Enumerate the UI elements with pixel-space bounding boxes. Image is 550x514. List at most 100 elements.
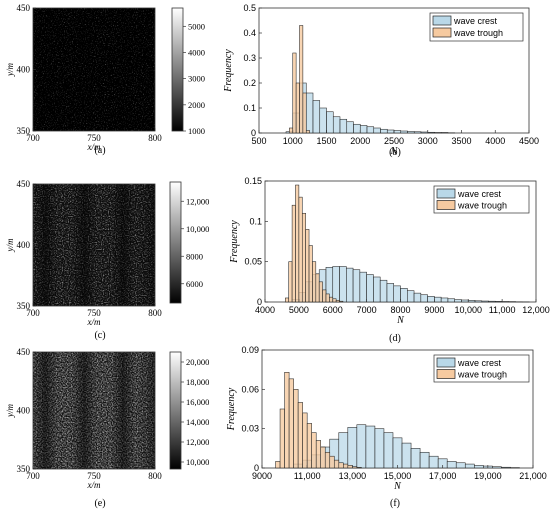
x-tick-label: 4000 (485, 136, 505, 146)
histogram-bar-crest (339, 266, 347, 303)
colorbar-tick-label: 10,000 (186, 457, 209, 467)
histogram-bar-trough (347, 465, 353, 469)
histogram-bar-crest (352, 269, 361, 303)
histogram-bar-trough (298, 196, 303, 303)
histogram-bar-crest (332, 266, 340, 303)
panel-label-c: (c) (94, 330, 105, 341)
histogram-bar-crest (427, 131, 435, 134)
colorbar-tick-label: 12,000 (186, 437, 209, 447)
x-axis-title: N (393, 481, 402, 492)
panel-e: 10,000 12,000 14,000 16,000 18,000 20,000 700… (5, 347, 209, 509)
histogram-d: 4000 5000 6000 7000 8000 9000 10,000 11,000 12,0… (229, 176, 550, 326)
image-a-axes: 700 750 800 350 400 450 x/m y/m (5, 3, 162, 152)
y-tick-label: 0 (251, 128, 256, 138)
y-axis-title: y/m (5, 63, 15, 77)
y-axis-title: y/m (5, 238, 15, 252)
y-axis-title: Frequency (226, 387, 237, 431)
histogram-bar-crest (488, 300, 496, 303)
y-tick-label: 0.1 (243, 103, 256, 113)
histogram-bar-crest (359, 271, 367, 303)
histogram-bar-trough (292, 52, 297, 134)
histogram-b: 500 1000 1500 2000 2500 3000 3500 4000 4500 0 0.1 0… (223, 3, 539, 157)
histogram-bar-crest (392, 437, 403, 469)
x-tick-label: 700 (26, 471, 40, 481)
histogram-bar-trough (339, 300, 344, 303)
y-tick-label: 0.3 (243, 53, 256, 63)
histogram-bar-crest (380, 128, 388, 134)
x-tick-label: 19,000 (474, 471, 502, 481)
x-tick-label: 800 (148, 471, 162, 481)
histogram-bar-crest (407, 131, 415, 134)
x-axis-title: x/m (87, 317, 101, 327)
x-tick-label: 7000 (357, 305, 377, 315)
histogram-bar-crest (383, 432, 394, 469)
histogram-bar-crest (347, 427, 358, 469)
histogram-bar-crest (481, 300, 489, 303)
histogram-bar-crest (373, 127, 381, 134)
histogram-bar-crest (346, 121, 354, 134)
histogram-bar-crest (474, 465, 484, 469)
x-tick-label: 21,000 (519, 471, 547, 481)
x-tick-label: 500 (251, 136, 266, 146)
x-tick-label: 11,000 (489, 305, 516, 315)
histogram-bar-crest (319, 107, 327, 134)
histogram-bar-trough (301, 212, 306, 303)
histogram-bar-trough (325, 293, 330, 303)
histogram-bar-crest (400, 288, 408, 303)
histogram-bar-crest (359, 125, 368, 134)
histogram-bar-trough (322, 289, 327, 303)
x-axis-title: x/m (87, 142, 101, 152)
colorbar-e-ticks: 10,000 12,000 14,000 16,000 18,000 20,000 (181, 357, 209, 467)
x-tick-label: 8000 (390, 305, 410, 315)
x-tick-label: 5000 (289, 305, 309, 315)
y-tick-label: 0 (254, 463, 259, 473)
histogram-bar-crest (446, 461, 457, 469)
x-tick-label: 17,000 (429, 471, 457, 481)
y-tick-label: 0.4 (243, 28, 256, 38)
histogram-bar-crest (373, 276, 381, 303)
y-axis-title: y/m (5, 404, 15, 418)
histogram-bar-crest (393, 130, 402, 134)
colorbar-a-ticks: 1000 2000 3000 4000 5000 (183, 21, 205, 136)
colorbar-tick-label: 5000 (188, 21, 205, 31)
histogram-bar-crest (440, 132, 449, 134)
histogram-bar-crest (353, 123, 361, 134)
colorbar-tick-label: 2000 (188, 100, 205, 110)
x-tick-label: 4500 (519, 136, 539, 146)
y-tick-label: 350 (17, 126, 31, 136)
colorbar-tick-label: 6000 (186, 279, 203, 289)
x-tick-label: 700 (26, 133, 40, 143)
histogram-bar-crest (386, 129, 395, 134)
image-e-axes: 700 750 800 350 400 450 x/m y/m (5, 347, 162, 490)
legend-label: wave crest (457, 189, 502, 199)
histogram-bar-trough (295, 82, 300, 134)
histogram-bar-trough (291, 204, 296, 303)
colorbar-tick-label: 20,000 (186, 357, 209, 367)
x-tick-label: 9000 (424, 305, 444, 315)
y-tick-label: 0.05 (244, 257, 262, 267)
histogram-bar-crest (312, 100, 321, 134)
x-tick-label: 3500 (451, 136, 471, 146)
histogram-bar-trough (293, 389, 299, 469)
histogram-bar-trough (356, 467, 362, 469)
x-tick-label: 10,000 (454, 305, 482, 315)
histogram-bar-crest (400, 130, 408, 134)
histogram-bar-crest (427, 296, 435, 303)
x-tick-label: 800 (148, 133, 162, 143)
image-a-bands (33, 8, 155, 131)
x-tick-label: 750 (87, 471, 101, 481)
histogram-bar-crest (461, 299, 469, 303)
x-tick-label: 13,000 (339, 471, 367, 481)
colorbar-e (169, 351, 182, 470)
histogram-bar-crest (401, 442, 412, 469)
legend-swatch-crest (436, 357, 456, 368)
histogram-bar-crest (467, 300, 476, 303)
x-tick-label: 750 (87, 133, 101, 143)
histogram-bar-crest (366, 126, 375, 134)
histogram-bar-trough (302, 92, 307, 134)
legend-label: wave crest (457, 358, 502, 368)
histogram-bar-trough (295, 184, 300, 303)
histogram-bar-crest (434, 132, 442, 134)
y-tick-label: 0 (257, 297, 262, 307)
histogram-bar-crest (440, 297, 449, 303)
